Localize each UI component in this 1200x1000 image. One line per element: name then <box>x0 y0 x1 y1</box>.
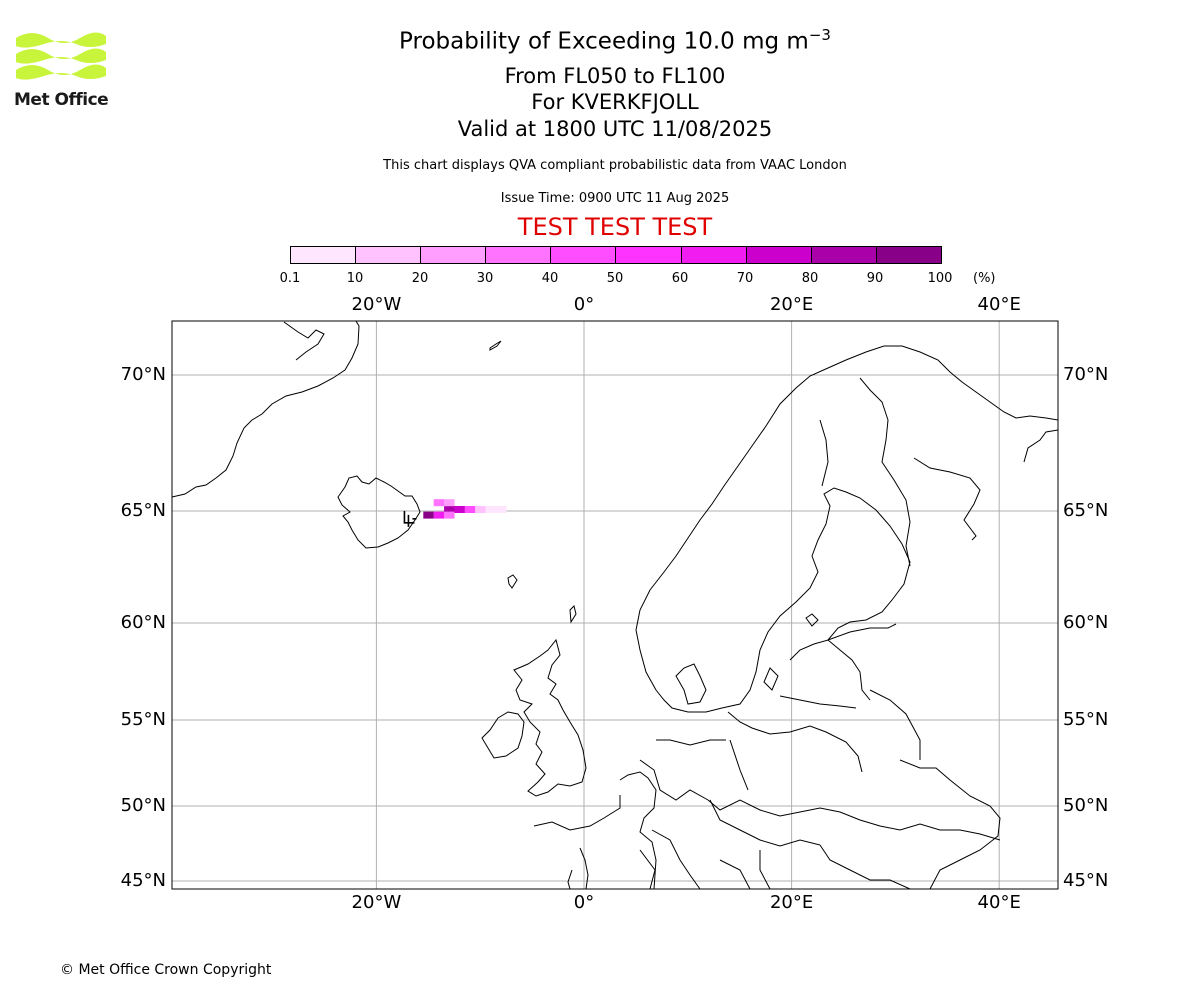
lat-label-left: 55°N <box>120 709 166 730</box>
lat-label-right: 50°N <box>1063 795 1109 816</box>
colorbar-band <box>876 247 941 263</box>
probability-colorbar <box>290 246 942 264</box>
lon-label-bottom: 0° <box>573 892 595 913</box>
colorbar-tick-label: 40 <box>541 271 559 286</box>
lat-label-right: 65°N <box>1063 500 1109 521</box>
lon-label-top: 20°W <box>351 294 402 315</box>
colorbar-band <box>616 247 682 263</box>
logo-text: Met Office <box>14 90 109 110</box>
lon-label-bottom: 20°W <box>351 892 402 913</box>
colorbar-band <box>356 247 422 263</box>
colorbar-band <box>486 247 552 263</box>
probability-cell <box>495 506 507 513</box>
probability-cell <box>433 511 445 519</box>
graticule <box>172 321 1058 889</box>
coastlines <box>172 321 1058 889</box>
colorbar-tick-label: 100 <box>927 271 953 286</box>
colorbar-band <box>811 247 877 263</box>
copyright-text: © Met Office Crown Copyright <box>60 962 272 978</box>
lon-label-top: 20°E <box>769 294 814 315</box>
colorbar-band <box>421 247 487 263</box>
valid-time: Valid at 1800 UTC 11/08/2025 <box>457 117 773 141</box>
colorbar-tick-label: 10 <box>346 271 364 286</box>
issue-time: Issue Time: 0900 UTC 11 Aug 2025 <box>500 191 730 206</box>
probability-cell <box>475 506 486 513</box>
colorbar-tick-label: 70 <box>736 271 754 286</box>
test-banner: TEST TEST TEST <box>517 213 713 241</box>
lat-label-left: 50°N <box>120 795 166 816</box>
colorbar-tick-label: 50 <box>606 271 624 286</box>
lat-label-right: 60°N <box>1063 612 1109 633</box>
probability-plume <box>423 499 507 519</box>
chart-title: Probability of Exceeding 10.0 mg m−3 <box>399 26 831 55</box>
colorbar-band <box>291 247 357 263</box>
probability-cell <box>485 506 497 513</box>
probability-cell <box>423 511 434 519</box>
map-frame <box>171 320 1059 890</box>
probability-cell <box>444 506 455 513</box>
lon-label-bottom: 40°E <box>977 892 1021 913</box>
colorbar-unit: (%) <box>973 271 996 286</box>
probability-cell <box>444 511 455 519</box>
lat-label-left: 65°N <box>120 500 166 521</box>
colorbar-band <box>681 247 747 263</box>
met-office-waves-icon <box>16 32 106 80</box>
probability-cell <box>454 506 465 513</box>
colorbar-tick-label: 20 <box>411 271 429 286</box>
probability-cell <box>444 499 455 507</box>
lat-label-left: 60°N <box>120 612 166 633</box>
colorbar-tick-label: 80 <box>801 271 819 286</box>
chart-description: This chart displays QVA compliant probab… <box>383 158 847 173</box>
volcano-name: For KVERKFJOLL <box>531 90 699 114</box>
lat-label-left: 45°N <box>120 870 166 891</box>
colorbar-band <box>551 247 617 263</box>
lat-label-left: 70°N <box>120 364 166 385</box>
lat-label-right: 45°N <box>1063 870 1109 891</box>
volcano-symbol <box>403 510 417 527</box>
met-office-logo: Met Office <box>14 30 109 114</box>
lon-label-top: 0° <box>573 294 595 315</box>
volcano-marker <box>403 510 417 527</box>
flight-levels: From FL050 to FL100 <box>504 64 726 88</box>
colorbar-tick-label: 0.1 <box>279 271 301 286</box>
colorbar-tick-label: 30 <box>476 271 494 286</box>
colorbar-tick-label: 60 <box>671 271 689 286</box>
lat-label-right: 70°N <box>1063 364 1109 385</box>
probability-cell <box>464 506 476 513</box>
colorbar-band <box>746 247 812 263</box>
lon-label-bottom: 20°E <box>769 892 814 913</box>
lat-label-right: 55°N <box>1063 709 1109 730</box>
lon-label-top: 40°E <box>977 294 1021 315</box>
colorbar-tick-label: 90 <box>866 271 884 286</box>
probability-cell <box>433 499 445 507</box>
